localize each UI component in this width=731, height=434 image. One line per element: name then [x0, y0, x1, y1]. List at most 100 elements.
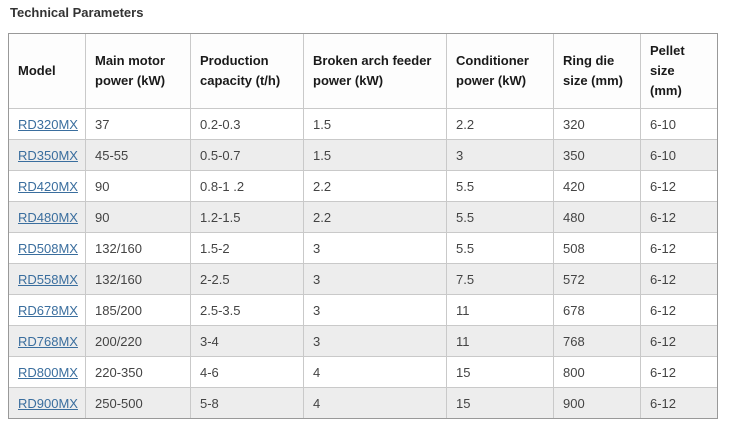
- value-cell: 0.5-0.7: [190, 139, 304, 171]
- value-cell: 37: [85, 108, 191, 140]
- model-cell: RD768MX: [8, 325, 86, 357]
- column-header: Broken arch feeder power (kW): [303, 33, 447, 109]
- value-cell: 6-10: [640, 108, 718, 140]
- page: Technical Parameters Model Main motor pow…: [0, 6, 731, 419]
- value-cell: 2.2: [303, 170, 447, 202]
- table-row: RD420MX 90 0.8-1 .2 2.2 5.5 420 6-12: [8, 170, 718, 202]
- model-cell: RD480MX: [8, 201, 86, 233]
- value-cell: 2.2: [446, 108, 554, 140]
- value-cell: 320: [553, 108, 641, 140]
- value-cell: 132/160: [85, 263, 191, 295]
- value-cell: 11: [446, 294, 554, 326]
- value-cell: 420: [553, 170, 641, 202]
- table-row: RD768MX 200/220 3-4 3 11 768 6-12: [8, 325, 718, 357]
- model-cell: RD678MX: [8, 294, 86, 326]
- model-cell: RD508MX: [8, 232, 86, 264]
- model-link[interactable]: RD320MX: [18, 116, 78, 132]
- value-cell: 3-4: [190, 325, 304, 357]
- page-title: Technical Parameters: [10, 5, 144, 20]
- table-row: RD678MX 185/200 2.5-3.5 3 11 678 6-12: [8, 294, 718, 326]
- model-link[interactable]: RD420MX: [18, 178, 78, 194]
- table-body: RD320MX 37 0.2-0.3 1.5 2.2 320 6-10 RD350MX 45-5…: [8, 108, 718, 419]
- value-cell: 678: [553, 294, 641, 326]
- value-cell: 6-12: [640, 387, 718, 419]
- value-cell: 45-55: [85, 139, 191, 171]
- table-row: RD320MX 37 0.2-0.3 1.5 2.2 320 6-10: [8, 108, 718, 140]
- value-cell: 4-6: [190, 356, 304, 388]
- table-row: RD800MX 220-350 4-6 4 15 800 6-12: [8, 356, 718, 388]
- value-cell: 768: [553, 325, 641, 357]
- value-cell: 0.2-0.3: [190, 108, 304, 140]
- value-cell: 3: [303, 232, 447, 264]
- model-link[interactable]: RD480MX: [18, 209, 78, 225]
- value-cell: 1.2-1.5: [190, 201, 304, 233]
- value-cell: 90: [85, 170, 191, 202]
- value-cell: 5.5: [446, 201, 554, 233]
- value-cell: 6-12: [640, 356, 718, 388]
- value-cell: 3: [446, 139, 554, 171]
- value-cell: 132/160: [85, 232, 191, 264]
- model-cell: RD350MX: [8, 139, 86, 171]
- value-cell: 6-12: [640, 294, 718, 326]
- value-cell: 3: [303, 325, 447, 357]
- value-cell: 5.5: [446, 170, 554, 202]
- model-cell: RD558MX: [8, 263, 86, 295]
- value-cell: 2.5-3.5: [190, 294, 304, 326]
- technical-parameters-table: Model Main motor power (kW) Production cap…: [8, 33, 718, 419]
- value-cell: 11: [446, 325, 554, 357]
- table-header-row: Model Main motor power (kW) Production cap…: [8, 33, 718, 109]
- value-cell: 1.5: [303, 108, 447, 140]
- value-cell: 6-10: [640, 139, 718, 171]
- value-cell: 6-12: [640, 263, 718, 295]
- value-cell: 200/220: [85, 325, 191, 357]
- value-cell: 7.5: [446, 263, 554, 295]
- column-header: Conditioner power (kW): [446, 33, 554, 109]
- value-cell: 508: [553, 232, 641, 264]
- model-cell: RD420MX: [8, 170, 86, 202]
- value-cell: 5.5: [446, 232, 554, 264]
- value-cell: 6-12: [640, 170, 718, 202]
- table-row: RD558MX 132/160 2-2.5 3 7.5 572 6-12: [8, 263, 718, 295]
- value-cell: 4: [303, 387, 447, 419]
- column-header: Production capacity (t/h): [190, 33, 304, 109]
- table-row: RD508MX 132/160 1.5-2 3 5.5 508 6-12: [8, 232, 718, 264]
- model-link[interactable]: RD558MX: [18, 271, 78, 287]
- value-cell: 3: [303, 263, 447, 295]
- model-cell: RD900MX: [8, 387, 86, 419]
- value-cell: 250-500: [85, 387, 191, 419]
- value-cell: 6-12: [640, 201, 718, 233]
- value-cell: 800: [553, 356, 641, 388]
- value-cell: 5-8: [190, 387, 304, 419]
- value-cell: 1.5: [303, 139, 447, 171]
- value-cell: 3: [303, 294, 447, 326]
- value-cell: 2-2.5: [190, 263, 304, 295]
- column-header: Main motor power (kW): [85, 33, 191, 109]
- value-cell: 480: [553, 201, 641, 233]
- column-header: Model: [8, 33, 86, 109]
- model-link[interactable]: RD900MX: [18, 395, 78, 411]
- model-link[interactable]: RD768MX: [18, 333, 78, 349]
- model-cell: RD800MX: [8, 356, 86, 388]
- model-link[interactable]: RD508MX: [18, 240, 78, 256]
- model-link[interactable]: RD350MX: [18, 147, 78, 163]
- value-cell: 220-350: [85, 356, 191, 388]
- value-cell: 185/200: [85, 294, 191, 326]
- value-cell: 900: [553, 387, 641, 419]
- model-link[interactable]: RD678MX: [18, 302, 78, 318]
- table-row: RD900MX 250-500 5-8 4 15 900 6-12: [8, 387, 718, 419]
- column-header: Pellet size (mm): [640, 33, 718, 109]
- value-cell: 6-12: [640, 232, 718, 264]
- table-row: RD480MX 90 1.2-1.5 2.2 5.5 480 6-12: [8, 201, 718, 233]
- value-cell: 572: [553, 263, 641, 295]
- value-cell: 6-12: [640, 325, 718, 357]
- value-cell: 1.5-2: [190, 232, 304, 264]
- value-cell: 2.2: [303, 201, 447, 233]
- value-cell: 350: [553, 139, 641, 171]
- table-row: RD350MX 45-55 0.5-0.7 1.5 3 350 6-10: [8, 139, 718, 171]
- column-header: Ring die size (mm): [553, 33, 641, 109]
- value-cell: 15: [446, 356, 554, 388]
- model-link[interactable]: RD800MX: [18, 364, 78, 380]
- value-cell: 15: [446, 387, 554, 419]
- value-cell: 0.8-1 .2: [190, 170, 304, 202]
- value-cell: 4: [303, 356, 447, 388]
